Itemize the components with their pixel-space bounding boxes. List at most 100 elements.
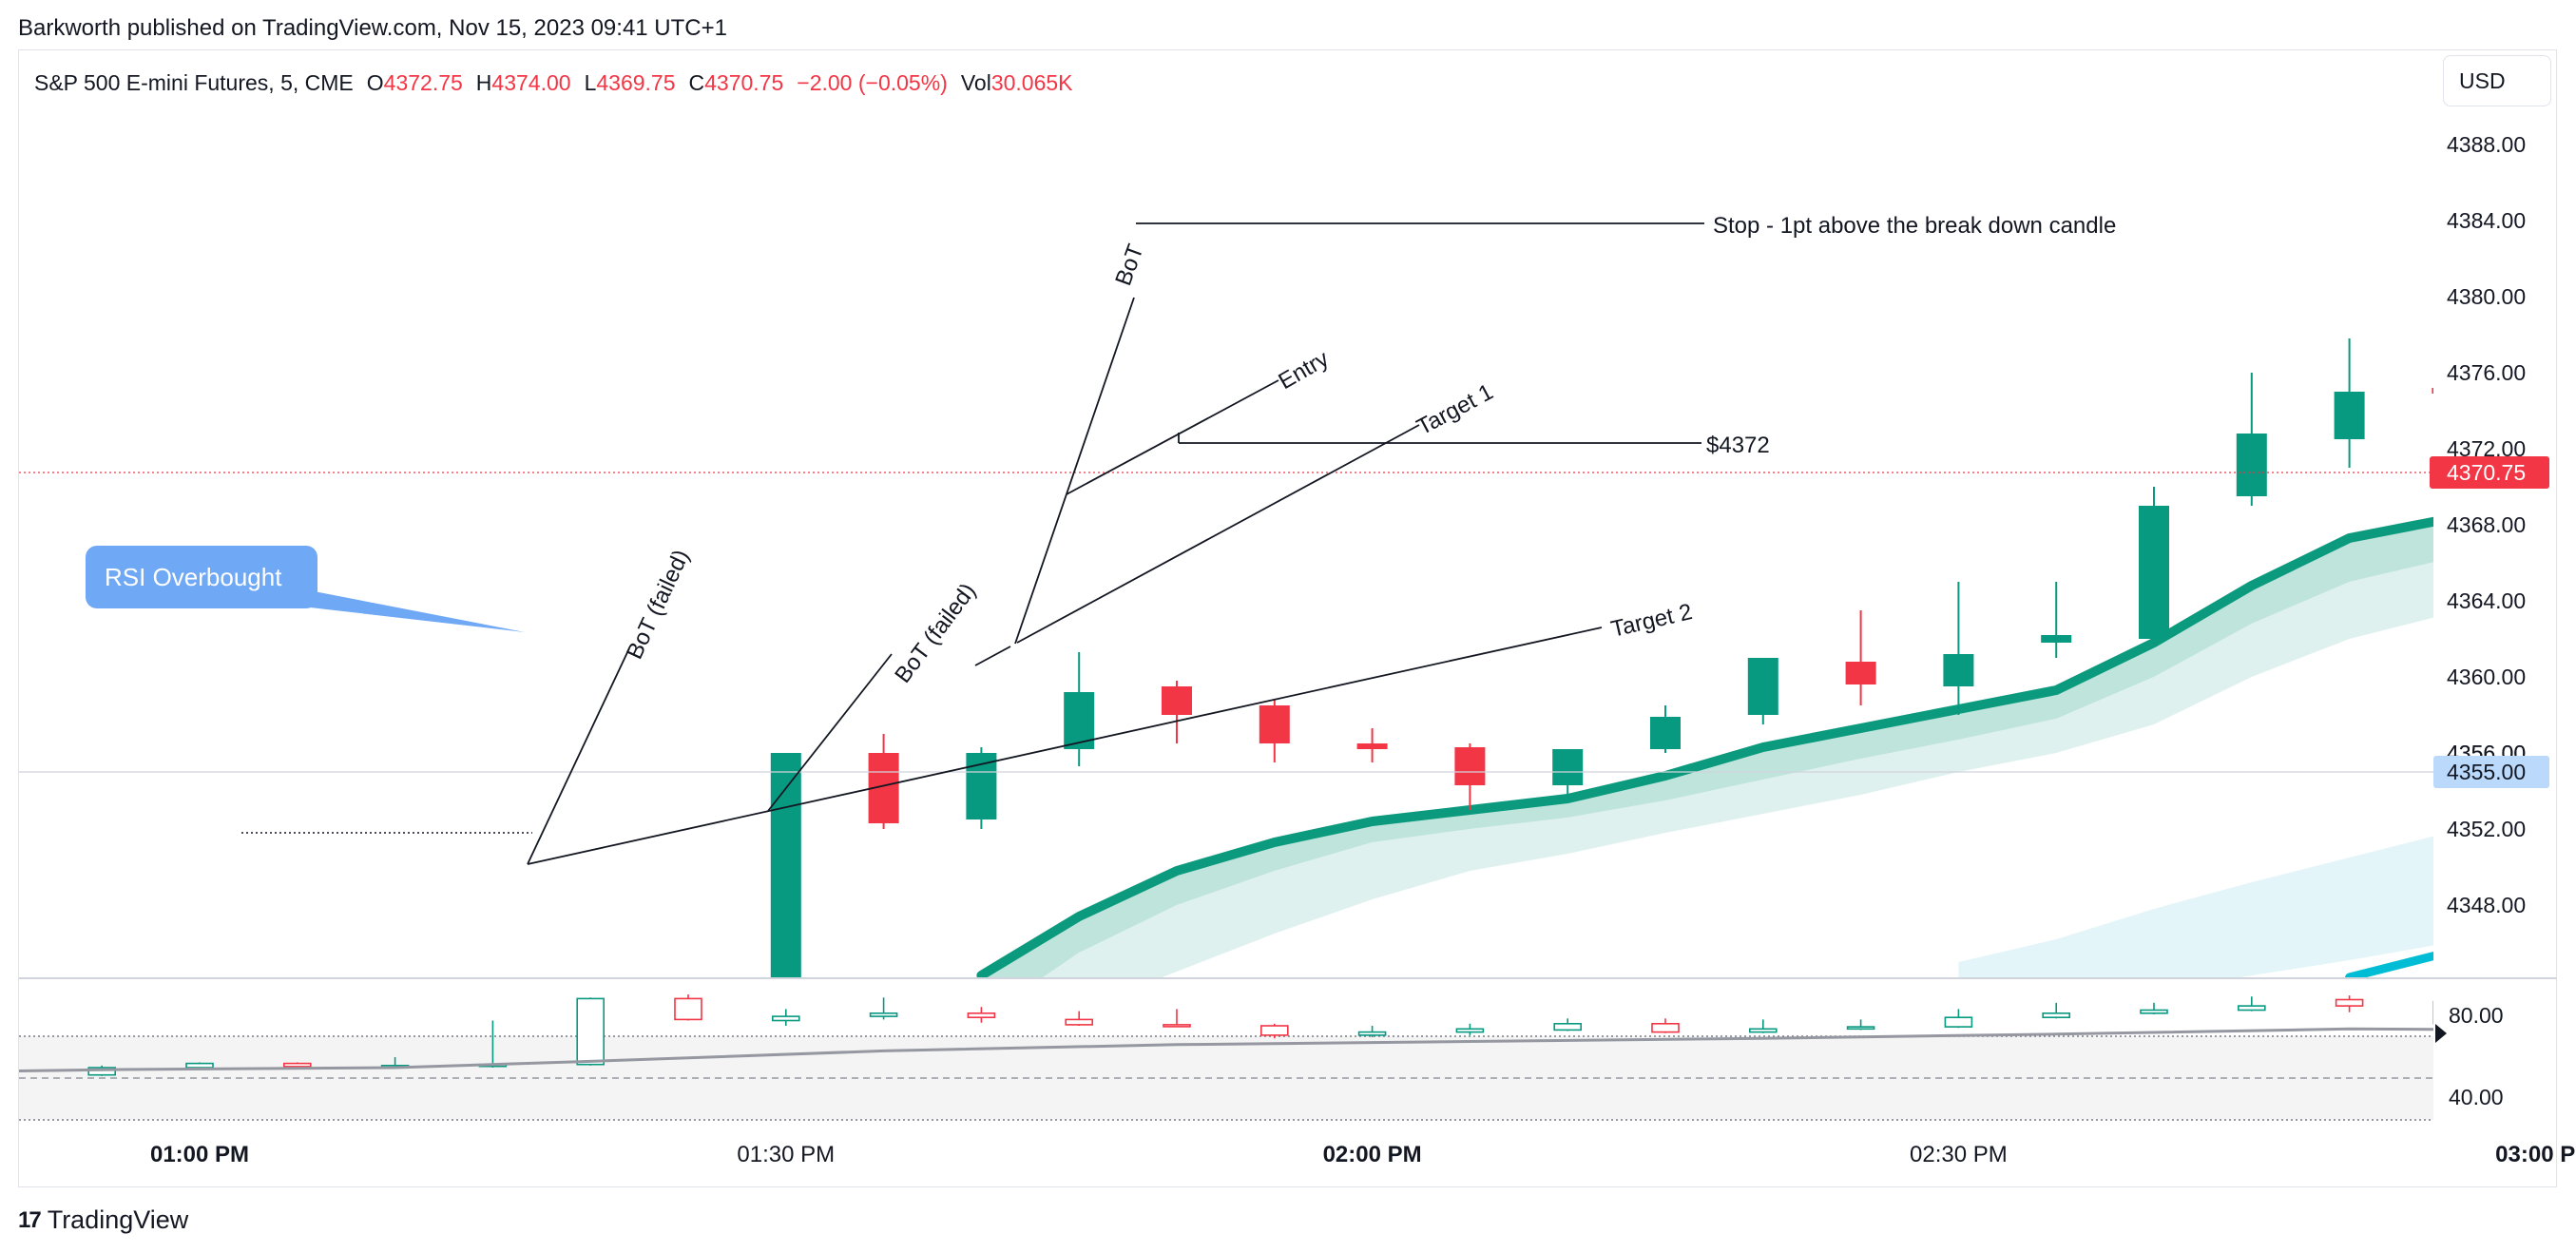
candle-body[interactable] [2139, 506, 2169, 639]
tradingview-logo-icon: 17 [18, 1206, 42, 1233]
time-axis-label: 02:00 PM [1323, 1142, 1422, 1167]
rsi-candle-body[interactable] [2531, 1024, 2558, 1032]
tradingview-logo[interactable]: 17 TradingView [18, 1205, 188, 1235]
bot-failed-label-1: BoT (failed) [622, 546, 695, 663]
rsi-candle-body[interactable] [869, 1012, 898, 1017]
candle-body[interactable] [1650, 717, 1681, 749]
candle-body[interactable] [770, 753, 801, 1000]
rsi-candle-body[interactable] [1846, 1026, 1875, 1031]
rsi-candle-body[interactable] [771, 1015, 800, 1022]
rsi-candle-body[interactable] [1065, 1018, 1093, 1026]
open-label: O [366, 70, 384, 95]
price-axis-label: 4352.00 [2447, 817, 2526, 841]
rsi-candle-body[interactable] [1357, 1031, 1387, 1036]
low-value: 4369.75 [596, 70, 676, 95]
price-axis-label: 4376.00 [2447, 360, 2526, 385]
rsi-candle-body[interactable] [1163, 1024, 1191, 1028]
rsi-candle-body[interactable] [2335, 998, 2364, 1007]
candle-body[interactable] [2236, 434, 2267, 496]
time-axis-label: 03:00 PM [2495, 1142, 2576, 1167]
time-axis-label: 01:00 PM [150, 1142, 249, 1167]
tradingview-logo-text: TradingView [47, 1205, 189, 1234]
rsi-candle-body[interactable] [2140, 1009, 2168, 1014]
rsi-candle-body[interactable] [1944, 1016, 1973, 1028]
bot-failed-line-1[interactable] [527, 647, 630, 865]
candle-body[interactable] [2041, 635, 2072, 643]
target2-label: Target 2 [1608, 599, 1695, 643]
time-axis-label: 01:30 PM [737, 1142, 835, 1167]
price-axis-label: 4388.00 [2447, 132, 2526, 157]
rsi-candle-body[interactable] [674, 997, 702, 1021]
price-axis-label: 4368.00 [2447, 512, 2526, 537]
rsi-candle-body[interactable] [1260, 1025, 1289, 1036]
rsi-axis-label: 40.00 [2449, 1085, 2504, 1109]
high-value: 4374.00 [491, 70, 571, 95]
price-axis-label: 4384.00 [2447, 208, 2526, 233]
ohlc-legend: S&P 500 E-mini Futures, 5, CME O4372.75 H4… [34, 70, 1073, 96]
bot-line[interactable] [1014, 297, 1135, 645]
level-price-tag-text: 4355.00 [2447, 760, 2526, 784]
currency-button[interactable]: USD [2443, 55, 2551, 106]
bot-failed-line-2[interactable] [767, 653, 893, 812]
open-value: 4372.75 [383, 70, 463, 95]
candle-body[interactable] [966, 753, 997, 819]
candle-body[interactable] [2334, 392, 2365, 439]
entry-line[interactable] [1066, 379, 1279, 495]
candle-body[interactable] [1552, 749, 1584, 785]
candle-body[interactable] [1747, 658, 1778, 715]
rsi-ma-line [19, 1027, 2433, 1072]
callout-pointer [285, 589, 525, 632]
rsi-candle-body[interactable] [1455, 1028, 1485, 1033]
rsi-candle-body[interactable] [2238, 1005, 2266, 1012]
target1-label: Target 1 [1413, 379, 1497, 441]
rsi-band [19, 1036, 2433, 1120]
ema-line [976, 516, 2433, 977]
price-axis-label: 4380.00 [2447, 284, 2526, 309]
candle-body[interactable] [1259, 705, 1290, 743]
lower-band [1958, 836, 2433, 977]
candle-body[interactable] [2432, 388, 2462, 394]
candle-body[interactable] [2529, 386, 2560, 435]
candle-body[interactable] [1356, 743, 1388, 749]
symbol-title[interactable]: S&P 500 E-mini Futures, 5, CME [34, 70, 354, 95]
target1-line[interactable] [1016, 424, 1420, 644]
rsi-candle-body[interactable] [576, 997, 606, 1066]
candle-body[interactable] [1943, 654, 1974, 686]
current-price-tag-text: 4370.75 [2447, 460, 2526, 485]
price-axis-label: 4360.00 [2447, 665, 2526, 689]
ema-band-outer [1043, 562, 2433, 977]
change-value: −2.00 (−0.05%) [797, 70, 948, 95]
entry-label: Entry [1275, 346, 1334, 395]
rsi-axis-label: 80.00 [2449, 1003, 2504, 1028]
price-axis-label: 4364.00 [2447, 588, 2526, 613]
rsi-scale-arrow-icon[interactable] [2435, 1024, 2447, 1043]
candle-body[interactable] [1454, 747, 1486, 785]
close-label: C [688, 70, 705, 95]
close-value: 4370.75 [704, 70, 784, 95]
candle-body[interactable] [1845, 662, 1876, 684]
low-label: L [584, 70, 597, 95]
candle-body[interactable] [1162, 686, 1192, 715]
rsi-candle-body[interactable] [282, 1062, 312, 1068]
level-price-tag[interactable] [2433, 756, 2549, 788]
rsi-candle-body[interactable] [967, 1012, 996, 1019]
target2-line[interactable] [527, 626, 1603, 865]
time-axis-label: 02:30 PM [1910, 1142, 2008, 1167]
callout-box[interactable] [86, 546, 317, 608]
high-label: H [475, 70, 492, 95]
current-price-tag[interactable] [2430, 456, 2549, 489]
rsi-candle-body[interactable] [185, 1062, 214, 1069]
rsi-candle-body[interactable] [1651, 1023, 1680, 1033]
rsi-candle-body[interactable] [0, 1069, 17, 1075]
publisher-header: Barkworth published on TradingView.com, … [18, 15, 727, 41]
volume-label: Vol [960, 70, 991, 95]
stop-label: Stop - 1pt above the break down candle [1713, 213, 2116, 239]
callout-text: RSI Overbought [105, 563, 282, 591]
price-axis-label: 4348.00 [2447, 893, 2526, 917]
rsi-candle-body[interactable] [2042, 1012, 2070, 1019]
volume-value: 30.065K [990, 70, 1073, 95]
rsi-candle-body[interactable] [1749, 1028, 1778, 1033]
rsi-candle-body[interactable] [1553, 1023, 1582, 1031]
bot-failed-line-2-tail[interactable] [974, 646, 1011, 666]
